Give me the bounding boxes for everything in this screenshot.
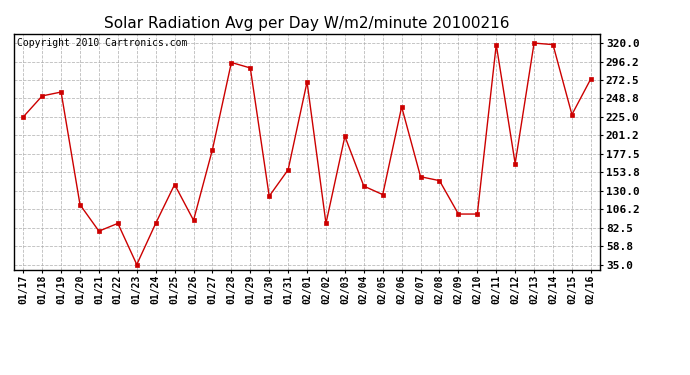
Title: Solar Radiation Avg per Day W/m2/minute 20100216: Solar Radiation Avg per Day W/m2/minute … bbox=[104, 16, 510, 31]
Text: Copyright 2010 Cartronics.com: Copyright 2010 Cartronics.com bbox=[17, 39, 187, 48]
